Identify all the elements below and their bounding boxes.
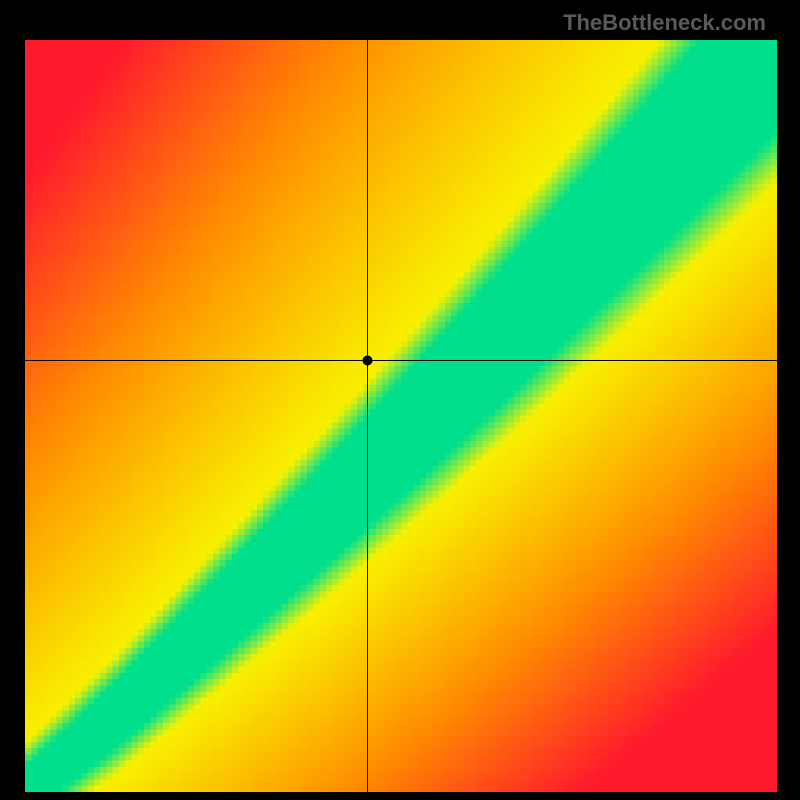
crosshair-overlay xyxy=(25,40,777,792)
watermark-text: TheBottleneck.com xyxy=(563,10,766,36)
